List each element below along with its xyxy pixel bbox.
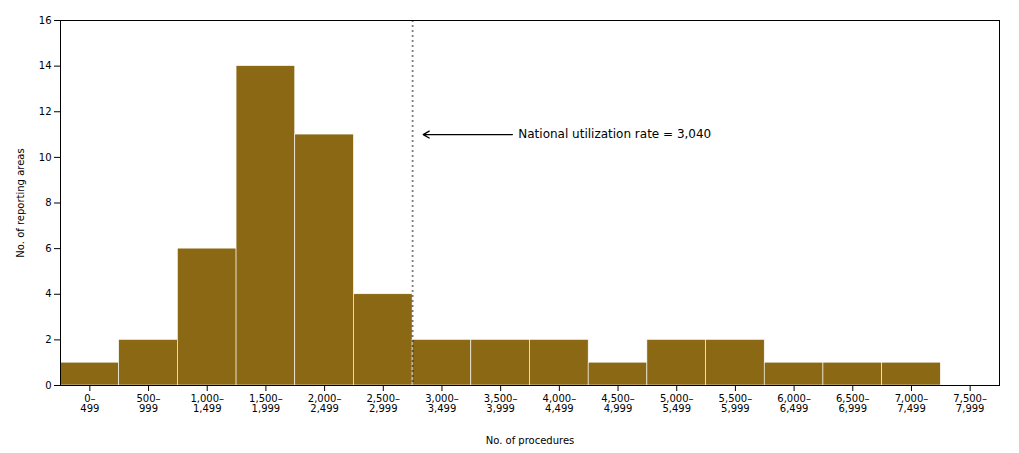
svg-text:8: 8 — [45, 197, 51, 208]
svg-text:1,000–1,499: 1,000–1,499 — [190, 393, 224, 414]
svg-text:6,500–6,999: 6,500–6,999 — [836, 393, 870, 414]
svg-text:3,000–3,499: 3,000–3,499 — [425, 393, 459, 414]
svg-text:No. of reporting areas: No. of reporting areas — [15, 148, 26, 257]
svg-text:4: 4 — [45, 288, 51, 299]
svg-text:5,000–5,499: 5,000–5,499 — [660, 393, 694, 414]
svg-text:4,000–4,499: 4,000–4,499 — [543, 393, 577, 414]
svg-text:7,500–7,999: 7,500–7,999 — [953, 393, 987, 414]
svg-text:No. of procedures: No. of procedures — [486, 435, 575, 446]
svg-text:2: 2 — [45, 334, 51, 345]
svg-text:6,000–6,499: 6,000–6,499 — [777, 393, 811, 414]
svg-text:3,500–3,999: 3,500–3,999 — [484, 393, 518, 414]
svg-text:0: 0 — [45, 380, 51, 391]
svg-text:4,500–4,999: 4,500–4,999 — [601, 393, 635, 414]
svg-text:6: 6 — [45, 243, 51, 254]
svg-text:0–499: 0–499 — [80, 393, 99, 414]
svg-text:16: 16 — [39, 15, 52, 26]
svg-text:10: 10 — [39, 152, 52, 163]
svg-text:National utilization rate = 3,: National utilization rate = 3,040 — [518, 127, 711, 141]
svg-text:2,500–2,999: 2,500–2,999 — [366, 393, 400, 414]
svg-text:14: 14 — [39, 60, 52, 71]
svg-text:500–999: 500–999 — [136, 393, 160, 414]
svg-text:7,000–7,499: 7,000–7,499 — [895, 393, 929, 414]
svg-text:12: 12 — [39, 106, 52, 117]
svg-text:1,500–1,999: 1,500–1,999 — [249, 393, 283, 414]
svg-text:2,000–2,499: 2,000–2,499 — [308, 393, 342, 414]
svg-text:5,500–5,999: 5,500–5,999 — [719, 393, 753, 414]
